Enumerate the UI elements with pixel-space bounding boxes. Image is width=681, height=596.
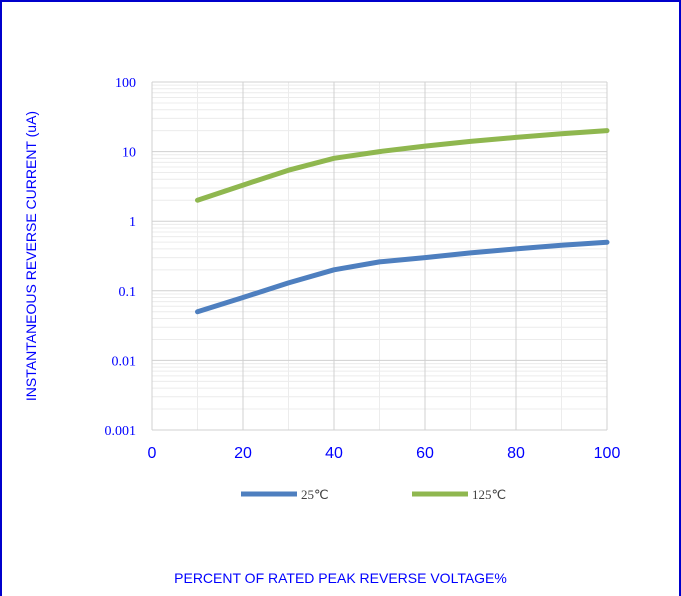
y-tick-label: 1 <box>129 215 136 230</box>
y-tick-label: 100 <box>115 76 136 91</box>
y-tick-label: 0.01 <box>112 354 137 369</box>
x-axis-title: PERCENT OF RATED PEAK REVERSE VOLTAGE% <box>174 570 507 586</box>
legend-label: 125℃ <box>472 487 506 502</box>
legend-label: 25℃ <box>301 487 329 502</box>
x-tick-label: 60 <box>416 445 434 462</box>
y-tick-label: 0.001 <box>105 424 137 439</box>
x-tick-label: 40 <box>325 445 343 462</box>
series-line-0 <box>195 239 610 315</box>
series-line-1 <box>195 128 610 203</box>
x-tick-label: 20 <box>234 445 252 462</box>
y-tick-label: 0.1 <box>119 285 137 300</box>
x-tick-label: 80 <box>507 445 525 462</box>
y-axis-title: INSTANTANEOUS REVERSE CURRENT (uA) <box>23 111 39 401</box>
x-tick-label: 100 <box>594 445 621 462</box>
x-tick-label: 0 <box>148 445 157 462</box>
y-tick-label: 10 <box>122 146 136 161</box>
